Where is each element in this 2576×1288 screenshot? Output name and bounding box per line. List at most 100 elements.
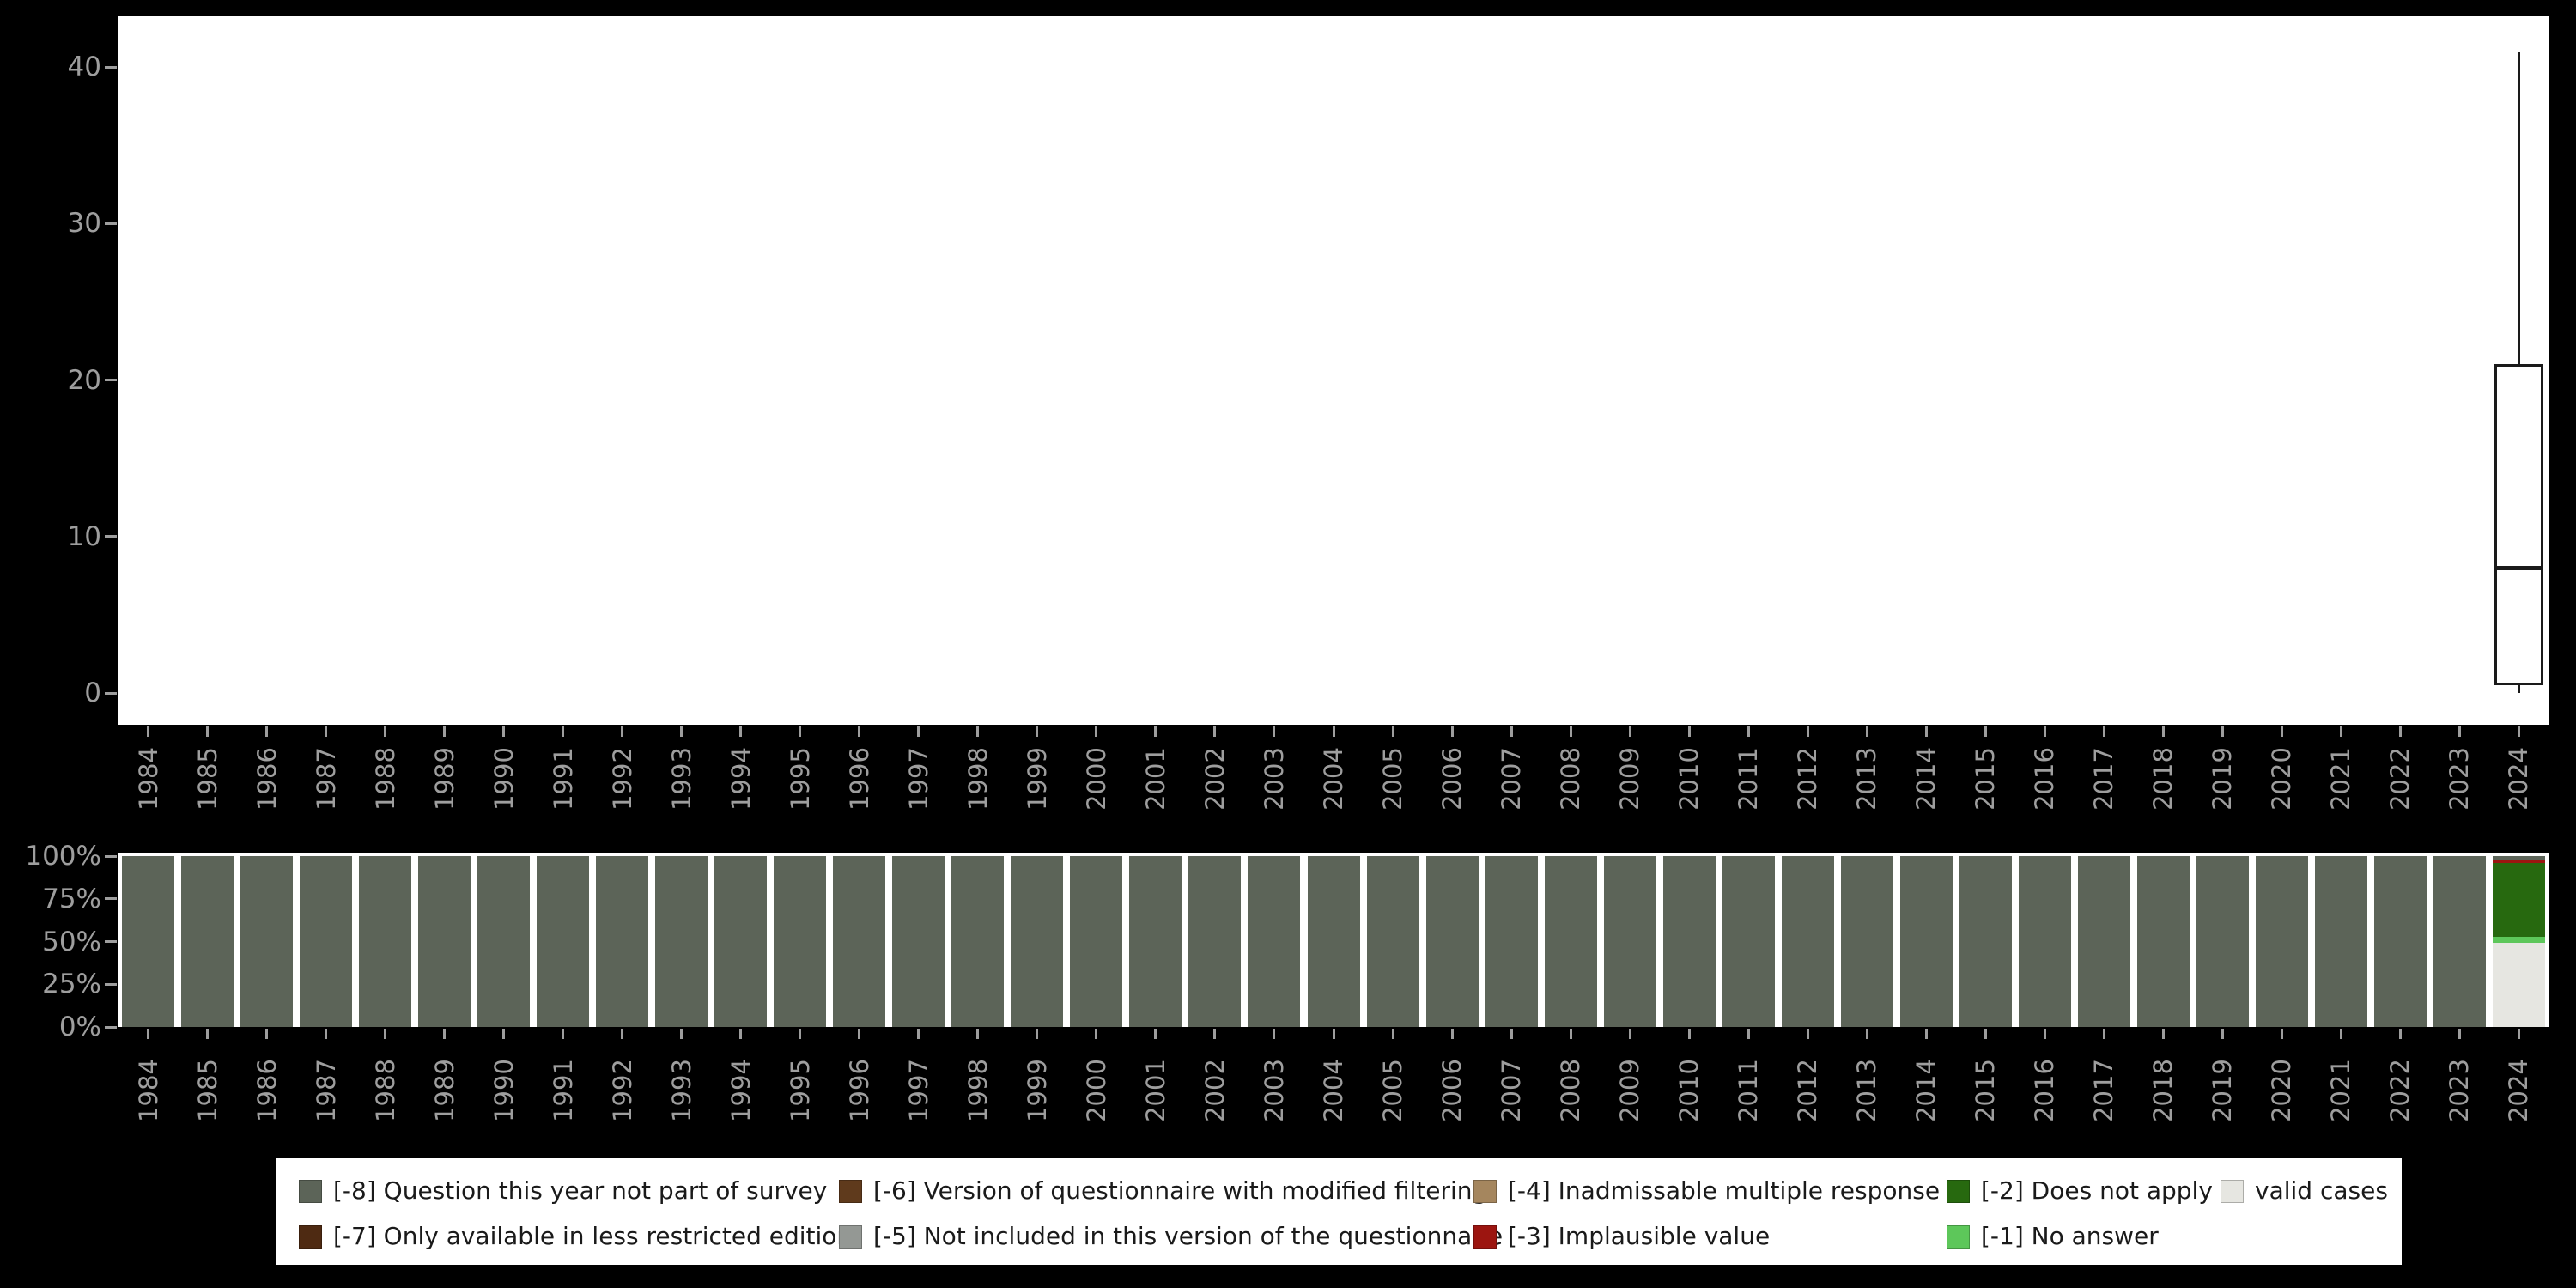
bar-segment--8	[1662, 856, 1716, 1027]
x-axis-tick-mark	[799, 726, 802, 737]
x-axis-year-label: 2022	[2385, 747, 2415, 811]
bar-segment--8	[1959, 856, 2012, 1027]
x-axis-tick-mark	[2102, 1029, 2105, 1039]
bar-segment--8	[1485, 856, 1538, 1027]
x-axis-tick-mark	[976, 1029, 980, 1039]
stacked-bar-1993	[655, 856, 708, 1027]
bar-segment--8	[418, 856, 471, 1027]
bar-segment--8	[951, 856, 1005, 1027]
x-axis-year-label: 1992	[607, 747, 637, 811]
x-axis-year-label: 2013	[1852, 747, 1882, 811]
percent-axis-tick-mark	[105, 940, 117, 943]
boxplot-box	[2494, 364, 2543, 685]
stacked-bar-2005	[1366, 856, 1419, 1027]
x-axis-tick-mark	[502, 726, 506, 737]
x-axis-tick-mark	[2517, 726, 2520, 737]
x-axis-year-label: 2018	[2148, 747, 2178, 811]
x-axis-year-label: 2015	[1971, 747, 2001, 811]
stacked-bar-2008	[1544, 856, 1597, 1027]
bar-segment--8	[240, 856, 294, 1027]
x-axis-tick-mark	[325, 726, 328, 737]
percent-axis-tick-mark	[105, 854, 117, 858]
stacked-bar-2011	[1722, 856, 1775, 1027]
x-axis-year-label: 2001	[1140, 747, 1170, 811]
stacked-bar-2003	[1248, 856, 1301, 1027]
x-axis-tick-mark	[443, 726, 447, 737]
x-axis-year-label: 1995	[785, 747, 815, 811]
stacked-bar-1985	[181, 856, 234, 1027]
x-axis-tick-mark	[1095, 1029, 1098, 1039]
stacked-bar-2014	[1899, 856, 1953, 1027]
x-axis-tick-mark	[206, 1029, 210, 1039]
stacked-bar-2016	[2018, 856, 2071, 1027]
stacked-bar-1989	[418, 856, 471, 1027]
x-axis-year-label: 1998	[963, 1059, 993, 1122]
x-axis-year-label: 1990	[489, 747, 519, 811]
legend-item--2: [-2] Does not apply	[1947, 1176, 2213, 1206]
x-axis-year-label: 2022	[2385, 1059, 2415, 1122]
x-axis-tick-mark	[1391, 726, 1394, 737]
x-axis-tick-mark	[1450, 1029, 1454, 1039]
x-axis-tick-mark	[1510, 1029, 1513, 1039]
x-axis-tick-mark	[384, 726, 387, 737]
x-axis-year-label: 2023	[2445, 747, 2475, 811]
x-axis-tick-mark	[2161, 726, 2165, 737]
x-axis-tick-mark	[1332, 1029, 1335, 1039]
y-axis-tick-mark	[105, 535, 117, 538]
x-axis-year-label: 1995	[785, 1059, 815, 1122]
x-axis-tick-mark	[1984, 1029, 1987, 1039]
legend-label--8: [-8] Question this year not part of surv…	[333, 1176, 828, 1205]
x-axis-tick-mark	[2398, 1029, 2402, 1039]
bar-segment--8	[2018, 856, 2071, 1027]
stacked-bar-2006	[1425, 856, 1479, 1027]
bar-segment--3	[2492, 859, 2545, 863]
x-axis-year-label: 1984	[133, 1059, 163, 1122]
x-axis-year-label: 2020	[2267, 1059, 2297, 1122]
legend-label--2: [-2] Does not apply	[1981, 1176, 2213, 1205]
x-axis-year-label: 2019	[2208, 1059, 2238, 1122]
x-axis-year-label: 1991	[548, 747, 578, 811]
x-axis-year-label: 2023	[2445, 1059, 2475, 1122]
x-axis-year-label: 2011	[1734, 747, 1764, 811]
x-axis-tick-mark	[206, 726, 210, 737]
bar-segment--2	[2492, 862, 2545, 937]
x-axis-tick-mark	[976, 726, 980, 737]
x-axis-tick-mark	[1747, 726, 1750, 737]
stacked-bar-1998	[951, 856, 1005, 1027]
percent-axis-tick-label: 0%	[58, 1012, 101, 1042]
boxplot-upper-whisker	[2517, 51, 2520, 365]
stacked-bar-2000	[1070, 856, 1123, 1027]
x-axis-year-label: 2018	[2148, 1059, 2178, 1122]
bar-segment--8	[300, 856, 353, 1027]
x-axis-tick-mark	[1865, 1029, 1868, 1039]
x-axis-year-label: 2019	[2208, 747, 2238, 811]
stacked-bar-2004	[1307, 856, 1360, 1027]
stacked-bar-1996	[833, 856, 886, 1027]
stacked-bar-2012	[1781, 856, 1834, 1027]
percent-axis-tick-label: 25%	[42, 969, 101, 1000]
x-axis-tick-mark	[2280, 1029, 2283, 1039]
x-axis-year-label: 1990	[489, 1059, 519, 1122]
x-axis-year-label: 2010	[1674, 1059, 1704, 1122]
stacked-bar-1986	[240, 856, 294, 1027]
x-axis-tick-mark	[147, 1029, 149, 1039]
x-axis-year-label: 2015	[1971, 1059, 2001, 1122]
legend-label--7: [-7] Only available in less restricted e…	[333, 1222, 853, 1250]
legend-swatch--3	[1473, 1224, 1497, 1249]
bar-segment--8	[2196, 856, 2249, 1027]
bar-segment--8	[1781, 856, 1834, 1027]
x-axis-tick-mark	[1154, 1029, 1157, 1039]
x-axis-tick-mark	[1806, 726, 1809, 737]
x-axis-tick-mark	[2458, 1029, 2461, 1039]
bar-segment--8	[537, 856, 590, 1027]
x-axis-tick-mark	[2280, 726, 2283, 737]
x-axis-year-label: 2006	[1437, 1059, 1467, 1122]
x-axis-tick-mark	[2458, 726, 2461, 737]
x-axis-tick-mark	[1332, 726, 1335, 737]
x-axis-year-label: 2016	[2030, 747, 2060, 811]
x-axis-year-label: 2005	[1378, 747, 1408, 811]
x-axis-tick-mark	[325, 1029, 328, 1039]
legend-item--3: [-3] Implausible value	[1473, 1222, 1770, 1251]
x-axis-tick-mark	[680, 1029, 683, 1039]
